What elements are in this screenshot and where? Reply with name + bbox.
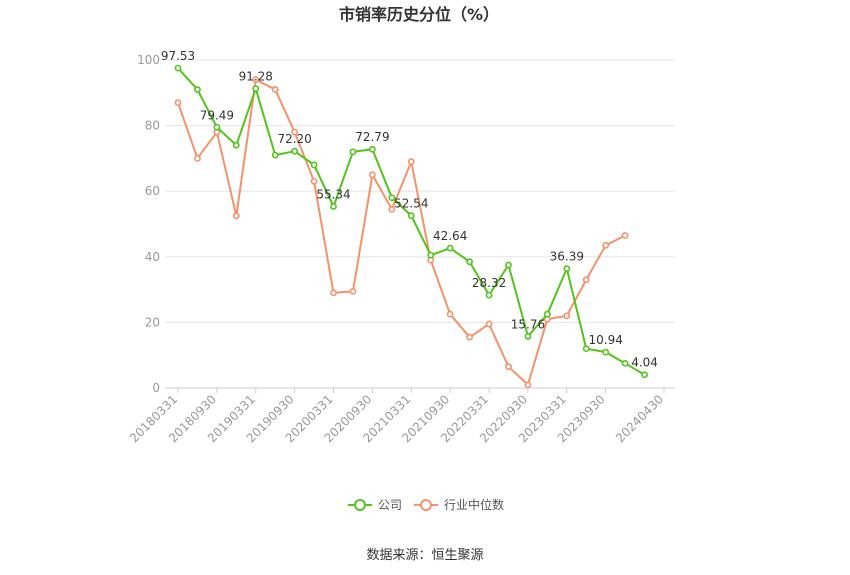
data-label: 79.49	[200, 108, 234, 122]
data-point	[407, 158, 415, 166]
data-point	[349, 148, 357, 156]
y-tick-label: 0	[152, 381, 160, 395]
data-point	[252, 85, 260, 93]
data-point	[427, 251, 435, 259]
data-point	[368, 171, 376, 179]
data-point	[602, 241, 610, 249]
data-point	[485, 291, 493, 299]
data-point	[505, 261, 512, 269]
data-point	[524, 332, 532, 340]
data-point	[524, 381, 532, 389]
data-point	[621, 359, 629, 367]
data-label: 36.39	[550, 250, 584, 264]
data-point	[310, 177, 318, 185]
data-label: 55.34	[316, 187, 350, 201]
legend-item[interactable]: 行业中位数	[414, 497, 504, 512]
legend-label: 公司	[378, 498, 402, 512]
data-point	[271, 151, 279, 159]
legend-label: 行业中位数	[444, 497, 504, 512]
data-point	[563, 312, 571, 320]
data-point	[232, 141, 240, 149]
data-label: 15.76	[511, 317, 545, 331]
series-industry-median	[174, 76, 629, 389]
data-label: 97.53	[161, 49, 195, 63]
data-point	[563, 265, 571, 273]
data-point	[446, 244, 454, 252]
data-source: 数据来源：恒生聚源	[366, 548, 483, 563]
data-point	[291, 147, 299, 155]
y-tick-label: 80	[145, 119, 160, 133]
data-point	[485, 320, 493, 328]
data-point	[291, 128, 299, 136]
data-point	[466, 333, 473, 341]
y-tick-label: 60	[145, 184, 160, 198]
data-point	[349, 287, 357, 295]
data-point	[252, 76, 260, 84]
data-point	[505, 363, 512, 371]
data-point	[582, 276, 590, 284]
data-point	[466, 258, 473, 266]
chart-title: 市销率历史分位（%）	[339, 5, 499, 24]
x-axis: 2018033120180930201903312019093020200331…	[127, 387, 675, 445]
data-point	[368, 145, 376, 153]
series-line	[177, 67, 646, 376]
data-point	[330, 203, 337, 210]
data-label: 4.04	[631, 356, 658, 370]
data-label: 52.54	[394, 197, 428, 211]
data-point	[543, 310, 551, 318]
data-labels: 97.53 79.49 91.28 72.20 55.34 72.79 52.54 42.64…	[161, 49, 658, 370]
legend-marker	[420, 499, 432, 511]
y-tick-label: 40	[145, 250, 160, 264]
data-point	[271, 86, 279, 93]
x-tick-label: 20240430	[613, 392, 666, 445]
data-point	[641, 371, 648, 379]
data-point	[582, 345, 590, 353]
data-point	[407, 212, 415, 220]
legend[interactable]: 公司 行业中位数	[348, 497, 504, 512]
data-label: 72.20	[277, 132, 311, 146]
series-company	[174, 64, 648, 379]
data-point	[330, 289, 337, 297]
data-point	[310, 161, 318, 169]
data-point	[174, 64, 182, 72]
data-label: 72.79	[355, 130, 389, 144]
data-point	[174, 99, 182, 107]
data-point	[194, 86, 201, 93]
y-tick-label: 20	[145, 315, 160, 329]
y-tick-label: 100	[137, 53, 160, 67]
data-point	[232, 212, 240, 220]
legend-marker	[354, 499, 366, 511]
data-point	[388, 205, 396, 213]
data-point	[621, 232, 629, 239]
y-axis: 0 20 40 60 80 100	[137, 53, 160, 395]
data-label: 10.94	[589, 333, 623, 347]
data-label: 91.28	[239, 70, 273, 84]
data-point	[602, 348, 610, 356]
data-point	[388, 194, 396, 202]
data-point	[194, 154, 201, 162]
data-label: 28.32	[472, 276, 506, 290]
data-label: 42.64	[433, 229, 467, 243]
data-point	[446, 310, 454, 318]
data-point	[213, 123, 221, 131]
legend-item[interactable]: 公司	[348, 498, 402, 512]
